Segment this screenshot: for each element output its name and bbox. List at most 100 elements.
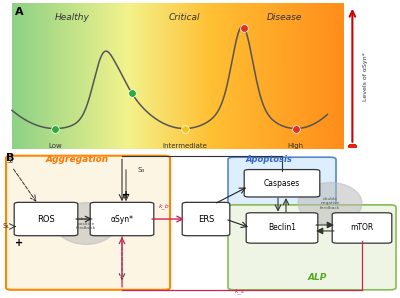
- Bar: [349, 145, 356, 146]
- Bar: [192, 3, 193, 149]
- Bar: [99, 3, 100, 149]
- Bar: [286, 3, 287, 149]
- Bar: [154, 3, 155, 149]
- Bar: [157, 3, 158, 149]
- Bar: [282, 3, 284, 149]
- Text: Aggregation: Aggregation: [46, 156, 109, 164]
- Bar: [136, 3, 137, 149]
- Bar: [349, 146, 356, 148]
- Bar: [349, 145, 356, 146]
- Bar: [276, 3, 277, 149]
- Bar: [98, 3, 99, 149]
- Bar: [195, 3, 196, 149]
- Bar: [221, 3, 222, 149]
- Bar: [268, 3, 269, 149]
- Bar: [15, 3, 16, 149]
- Bar: [139, 3, 140, 149]
- Bar: [303, 3, 304, 149]
- Bar: [114, 3, 115, 149]
- Ellipse shape: [55, 203, 117, 244]
- Bar: [324, 3, 325, 149]
- Bar: [86, 3, 87, 149]
- Bar: [335, 3, 336, 149]
- Bar: [349, 145, 356, 147]
- Bar: [349, 145, 356, 147]
- Bar: [349, 146, 356, 147]
- Bar: [349, 145, 356, 147]
- Text: +: +: [15, 238, 23, 248]
- Bar: [209, 3, 210, 149]
- Bar: [223, 3, 224, 149]
- Bar: [127, 3, 128, 149]
- Bar: [349, 146, 356, 148]
- Bar: [173, 3, 174, 149]
- Bar: [349, 145, 356, 147]
- Bar: [222, 3, 223, 149]
- Bar: [179, 3, 180, 149]
- Bar: [128, 3, 129, 149]
- Bar: [151, 3, 152, 149]
- Bar: [68, 3, 69, 149]
- Bar: [349, 146, 356, 147]
- Bar: [212, 3, 213, 149]
- Bar: [334, 3, 335, 149]
- Bar: [115, 3, 116, 149]
- Bar: [125, 3, 126, 149]
- Bar: [113, 3, 114, 149]
- Bar: [349, 145, 356, 146]
- Bar: [349, 145, 356, 147]
- Bar: [255, 3, 256, 149]
- Bar: [235, 3, 236, 149]
- Bar: [205, 3, 206, 149]
- Bar: [349, 145, 356, 147]
- Bar: [112, 3, 113, 149]
- Bar: [35, 3, 36, 149]
- Bar: [51, 3, 52, 149]
- Bar: [58, 3, 59, 149]
- Bar: [42, 3, 43, 149]
- Bar: [63, 3, 64, 149]
- Bar: [224, 3, 225, 149]
- Bar: [90, 3, 91, 149]
- Bar: [249, 3, 250, 149]
- Bar: [244, 3, 245, 149]
- Bar: [198, 3, 199, 149]
- Bar: [349, 145, 356, 147]
- Bar: [258, 3, 259, 149]
- Bar: [349, 146, 356, 147]
- Bar: [349, 145, 356, 146]
- Bar: [349, 145, 356, 147]
- Bar: [172, 3, 173, 149]
- Text: +: +: [122, 190, 130, 200]
- Bar: [349, 146, 356, 148]
- FancyBboxPatch shape: [228, 205, 396, 290]
- Bar: [133, 3, 134, 149]
- Bar: [178, 3, 179, 149]
- Bar: [349, 145, 356, 147]
- Text: double
negative
feedback: double negative feedback: [320, 197, 340, 210]
- Text: S₃: S₃: [138, 167, 145, 173]
- Bar: [196, 3, 197, 149]
- Bar: [341, 3, 342, 149]
- Bar: [349, 146, 356, 147]
- Bar: [293, 3, 294, 149]
- Bar: [16, 3, 17, 149]
- Bar: [272, 3, 273, 149]
- Bar: [337, 3, 338, 149]
- Bar: [54, 3, 55, 149]
- Bar: [149, 3, 150, 149]
- Bar: [160, 3, 162, 149]
- Bar: [284, 3, 285, 149]
- Bar: [45, 3, 46, 149]
- Bar: [65, 3, 66, 149]
- Bar: [203, 3, 204, 149]
- Bar: [288, 3, 289, 149]
- Bar: [349, 146, 356, 148]
- Bar: [193, 3, 194, 149]
- Bar: [349, 145, 356, 146]
- Bar: [314, 3, 315, 149]
- Bar: [247, 3, 248, 149]
- Bar: [137, 3, 138, 149]
- Bar: [109, 3, 110, 149]
- Text: Apoptosis: Apoptosis: [246, 156, 293, 164]
